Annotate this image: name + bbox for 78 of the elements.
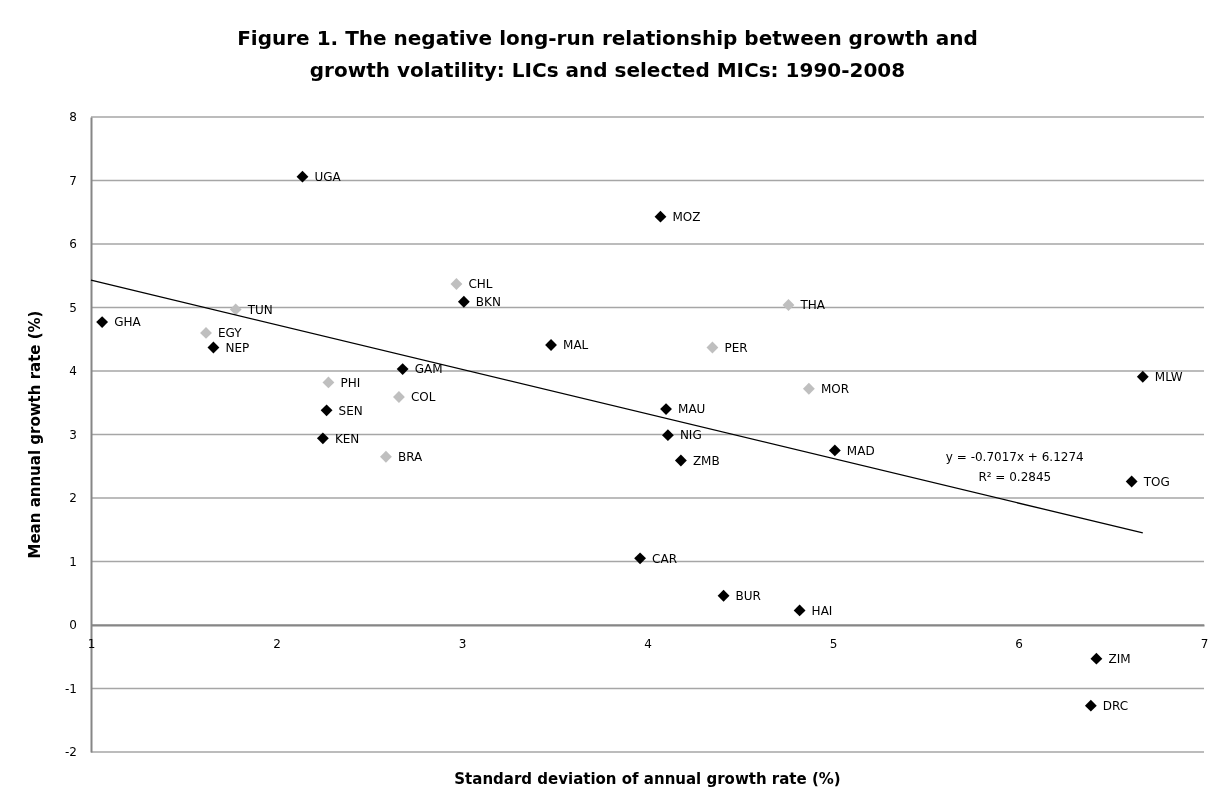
annotation: R² = 0.2845 bbox=[978, 469, 1052, 484]
x-tick-label: 4 bbox=[644, 636, 652, 651]
annotation: HAI bbox=[811, 603, 833, 618]
point bbox=[316, 432, 329, 445]
y-tick-label: 4 bbox=[69, 364, 77, 379]
point bbox=[802, 382, 815, 395]
y-tick-label: 7 bbox=[69, 173, 77, 188]
annotation: MAL bbox=[563, 338, 589, 353]
annotation: TUN bbox=[246, 302, 273, 317]
annotation: UGA bbox=[314, 169, 342, 184]
x-tick-label: 2 bbox=[273, 636, 281, 651]
annotation: MAD bbox=[846, 443, 875, 458]
x-tick-label: 3 bbox=[458, 636, 467, 651]
point bbox=[457, 295, 470, 308]
annotation: CHL bbox=[468, 277, 493, 292]
y-tick-label: -2 bbox=[65, 745, 77, 760]
point bbox=[1090, 652, 1103, 665]
point bbox=[96, 316, 109, 329]
annotation: DRC bbox=[1102, 698, 1129, 713]
annotation: CAR bbox=[652, 551, 678, 566]
annotation: KEN bbox=[334, 431, 360, 446]
x-tick-label: 1 bbox=[87, 636, 96, 651]
x-tick-label: 6 bbox=[1015, 636, 1023, 651]
y-tick-label: 3 bbox=[69, 427, 77, 442]
point bbox=[660, 403, 672, 416]
point bbox=[380, 450, 392, 463]
point bbox=[828, 444, 841, 457]
chart-title: Figure 1. The negative long-run relationship between growth and growth volatility: LICs and selected MICs: 1990-2008 bbox=[237, 26, 978, 82]
point bbox=[793, 604, 806, 617]
annotation: NIG bbox=[679, 428, 702, 443]
point bbox=[661, 429, 674, 442]
annotation: NEP bbox=[225, 340, 250, 355]
point bbox=[1125, 475, 1138, 488]
annotation: COL bbox=[410, 390, 436, 405]
point bbox=[320, 404, 333, 417]
y-tick-label: 5 bbox=[69, 300, 77, 315]
annotation: MOR bbox=[820, 381, 850, 396]
annotation: SEN bbox=[338, 403, 363, 418]
annotation: MAU bbox=[678, 402, 706, 417]
point bbox=[674, 454, 687, 467]
point bbox=[654, 210, 667, 223]
x-tick-label: 7 bbox=[1200, 636, 1209, 651]
point bbox=[393, 391, 405, 403]
annotation: y = -0.7017x + 6.1274 bbox=[945, 449, 1084, 464]
annotation: TOG bbox=[1142, 474, 1170, 489]
annotation: GAM bbox=[414, 362, 443, 377]
point bbox=[396, 363, 409, 376]
annotation: MOZ bbox=[672, 209, 701, 224]
annotation: ZIM bbox=[1108, 651, 1131, 666]
point bbox=[1136, 370, 1149, 383]
point bbox=[296, 170, 309, 183]
annotation: THA bbox=[799, 298, 826, 313]
annotation: PER bbox=[724, 340, 748, 355]
y-tick-label: 2 bbox=[69, 491, 77, 506]
x-axis-title: Standard deviation of annual growth rate (%) bbox=[454, 770, 841, 788]
point bbox=[200, 326, 212, 339]
point bbox=[1084, 699, 1097, 712]
point bbox=[717, 589, 730, 602]
y-tick-label: -1 bbox=[65, 681, 77, 696]
annotation: BRA bbox=[397, 449, 424, 464]
annotation: ZMB bbox=[692, 453, 720, 468]
point bbox=[229, 303, 242, 316]
x-tick-label: 5 bbox=[829, 636, 838, 651]
annotation: MLW bbox=[1154, 369, 1183, 384]
y-tick-label: 0 bbox=[69, 618, 77, 633]
y-tick-label: 1 bbox=[69, 554, 77, 569]
point bbox=[450, 278, 463, 290]
annotation: PHI bbox=[340, 375, 361, 390]
annotation: BKN bbox=[475, 294, 501, 309]
y-tick-label: 8 bbox=[69, 110, 77, 125]
annotation: BUR bbox=[735, 588, 761, 603]
point bbox=[322, 376, 335, 389]
y-axis-title: Mean annual growth rate (%) bbox=[26, 310, 44, 559]
point bbox=[782, 299, 795, 311]
y-tick-label: 6 bbox=[69, 237, 77, 252]
point bbox=[634, 552, 646, 565]
annotation: GHA bbox=[114, 315, 142, 330]
annotation: EGY bbox=[218, 326, 243, 341]
